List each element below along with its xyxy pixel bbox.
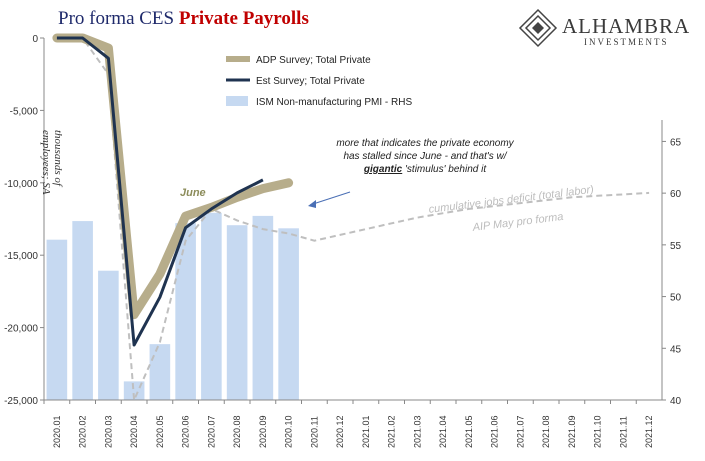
x-tick-label: 2021.06	[490, 415, 500, 448]
x-tick-label: 2020.01	[52, 415, 62, 448]
x-tick-label: 2021.11	[618, 416, 628, 448]
legend-label: Est Survey; Total Private	[256, 76, 365, 87]
left-tick-label: -5,000	[10, 106, 39, 117]
ism-bar	[226, 225, 248, 400]
legend-swatch-ism	[226, 96, 248, 106]
x-tick-label: 2020.08	[232, 415, 242, 448]
right-tick-label: 40	[670, 396, 682, 407]
ism-bar	[149, 344, 171, 400]
left-tick-label: -15,000	[4, 251, 38, 262]
comment-line-1: more that indicates the private economy	[336, 138, 514, 149]
left-tick-label: -20,000	[4, 324, 38, 335]
ism-bar	[252, 215, 274, 400]
est-series-line	[56, 36, 264, 347]
unit-line-1: thousands of	[52, 130, 64, 186]
chart-title: Pro forma CES Private Payrolls	[58, 8, 309, 30]
adp-series-line	[52, 33, 294, 320]
ism-bar	[72, 221, 93, 400]
x-tick-label: 2020.02	[78, 415, 88, 448]
comment-emphasis: gigantic	[363, 164, 403, 175]
ism-bar	[46, 239, 68, 400]
x-tick-label: 2020.12	[335, 415, 345, 448]
title-prefix: Pro forma CES	[58, 8, 175, 29]
x-tick-label: 2021.10	[593, 415, 603, 448]
x-tick-label: 2021.08	[541, 415, 551, 448]
ism-bar	[278, 228, 299, 400]
annotation-arrow	[309, 191, 351, 206]
ism-bar	[175, 223, 196, 400]
right-tick-label: 50	[670, 293, 682, 304]
comment-line-2: has stalled since June - and that's w/	[343, 151, 507, 162]
ism-bar	[201, 212, 222, 400]
legend-label: ADP Survey; Total Private	[256, 55, 371, 66]
ism-bar	[98, 270, 119, 400]
annotation-arrowhead	[308, 200, 316, 208]
x-tick-label: 2020.10	[284, 415, 294, 448]
x-tick-label: 2021.12	[644, 415, 654, 448]
unit-line-2: employees; SA	[40, 130, 52, 195]
x-tick-label: 2021.09	[567, 415, 577, 448]
x-tick-label: 2020.03	[103, 415, 113, 448]
alhambra-logo-icon	[518, 8, 558, 48]
logo-subtitle: INVESTMENTS	[584, 37, 669, 47]
x-tick-label: 2020.05	[155, 415, 165, 448]
x-tick-label: 2020.04	[129, 415, 139, 448]
x-tick-label: 2020.07	[206, 415, 216, 448]
x-tick-label: 2021.04	[438, 415, 448, 448]
june-label: June	[180, 187, 206, 199]
logo-name: ALHAMBRA	[562, 14, 691, 38]
left-tick-label: -25,000	[4, 396, 38, 407]
legend-label: ISM Non-manufacturing PMI - RHS	[256, 97, 412, 108]
left-tick-label: -10,000	[4, 179, 38, 190]
x-tick-label: 2020.06	[181, 415, 191, 448]
right-tick-label: 45	[670, 344, 682, 355]
comment-line-3: 'stimulus' behind it	[405, 164, 487, 175]
deficit-dashed-line	[56, 37, 650, 401]
x-tick-label: 2021.03	[412, 415, 422, 448]
right-tick-label: 55	[670, 241, 682, 252]
comment-annotation: more that indicates the private economy …	[300, 137, 550, 176]
x-tick-label: 2020.11	[309, 416, 319, 448]
x-tick-label: 2021.05	[464, 415, 474, 448]
x-tick-label: 2020.09	[258, 415, 268, 448]
right-tick-label: 60	[670, 189, 682, 200]
left-axis-unit-label: thousands of employees; SA	[40, 130, 64, 194]
left-tick-label: 0	[32, 34, 38, 45]
x-tick-label: 2021.02	[387, 415, 397, 448]
title-highlight: Private Payrolls	[178, 8, 309, 29]
x-tick-label: 2021.01	[361, 415, 371, 448]
x-tick-label: 2021.07	[515, 415, 525, 448]
right-tick-label: 65	[670, 137, 682, 148]
